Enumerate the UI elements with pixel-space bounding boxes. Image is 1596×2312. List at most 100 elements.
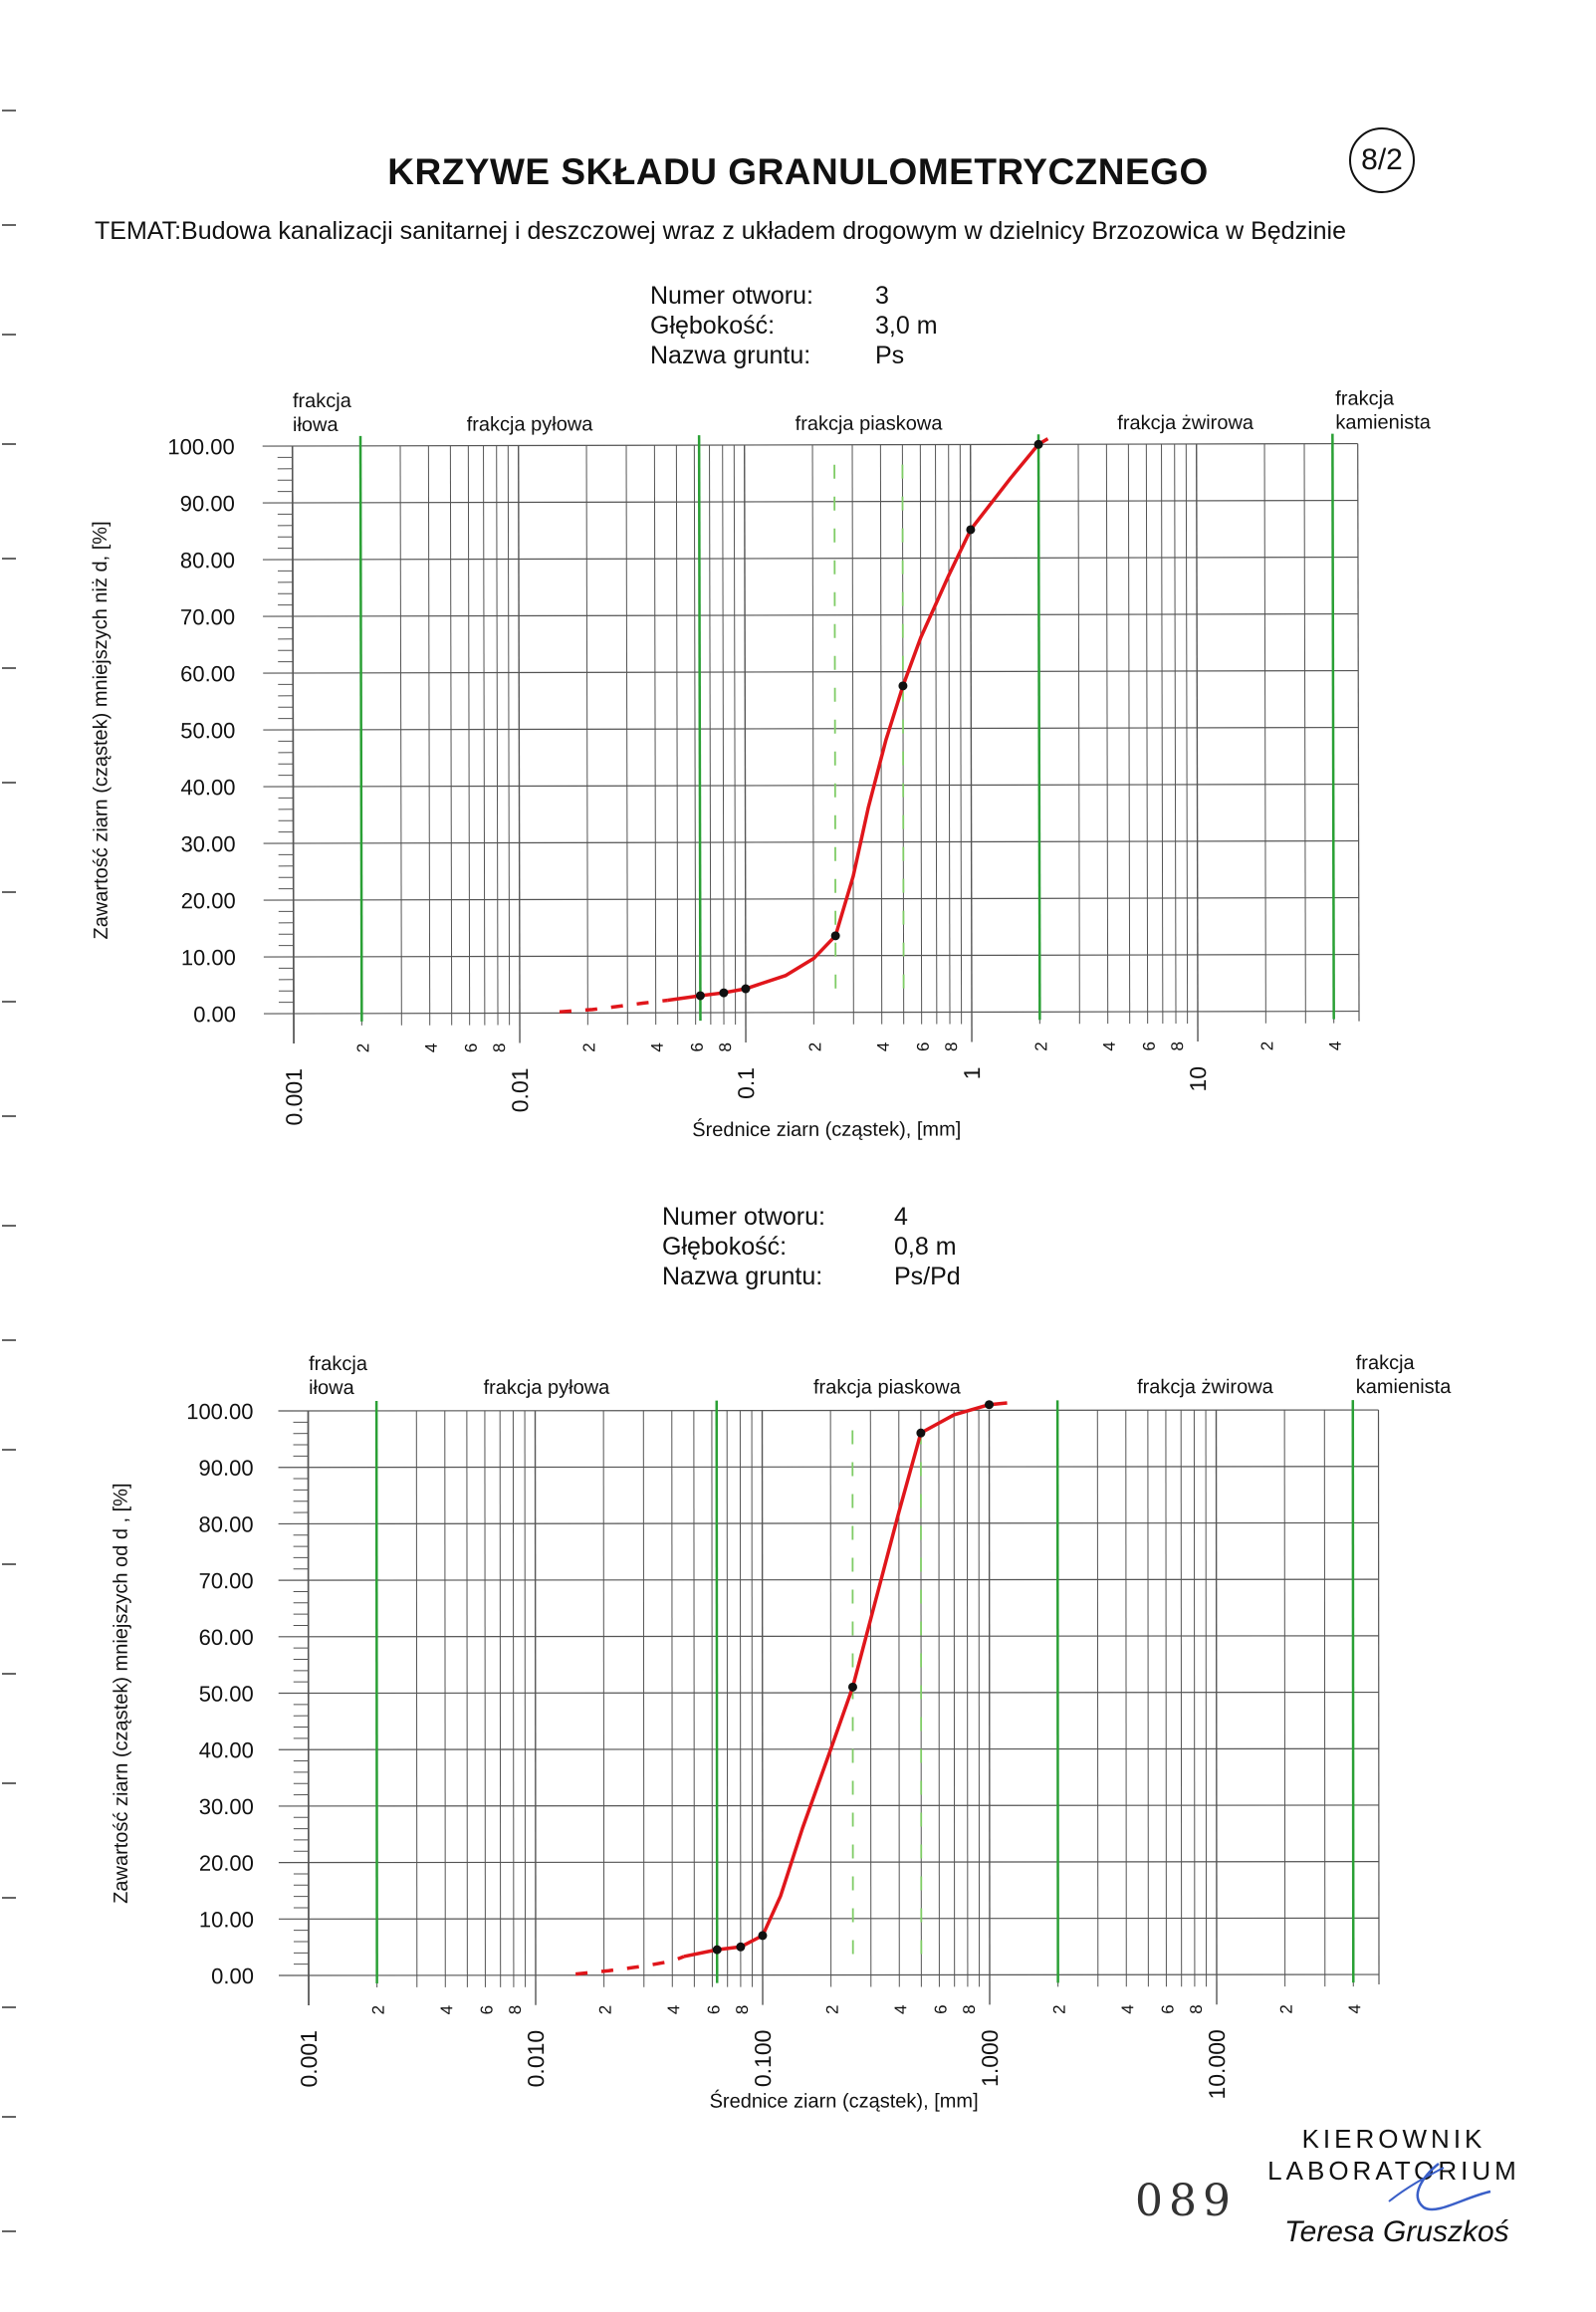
x-minor-tick-label: 4: [1345, 2004, 1364, 2013]
x-gridline: [711, 1410, 713, 1987]
y-tick-label: 70.00: [180, 604, 235, 629]
soil-value: Ps/Pd: [894, 1263, 961, 1290]
chart-body: 0.0010.0020.0030.0040.0050.0060.0070.008…: [90, 387, 1432, 1141]
x-gridline: [898, 1410, 900, 1987]
x-major-tick-label: 0.01: [507, 1067, 533, 1112]
x-gridline: [948, 444, 951, 1025]
x-minor-tick-label: 8: [1168, 1041, 1187, 1051]
data-point: [712, 1945, 722, 1955]
x-gridline: [399, 445, 402, 1026]
x-minor-tick-label: 4: [664, 2005, 683, 2014]
y-tick-label: 10.00: [199, 1907, 254, 1932]
y-gridline: [263, 783, 1359, 788]
y-tick-label: 40.00: [180, 775, 235, 800]
x-gridline: [427, 445, 431, 1026]
x-gridline: [466, 1410, 468, 1987]
x-minor-tick-label: 8: [1187, 2004, 1206, 2013]
page-title: KRZYWE SKŁADU GRANULOMETRYCZNEGO: [387, 151, 1209, 192]
y-gridline: [278, 1804, 1379, 1807]
page-stamp-number: 089: [1135, 2176, 1237, 2226]
data-point: [736, 1942, 746, 1952]
y-tick-label: 90.00: [198, 1456, 253, 1481]
y-tick-label: 50.00: [199, 1682, 254, 1707]
x-gridline: [959, 444, 963, 1025]
y-axis-title: Zawartość ziarn (cząstek) mniejszych niż…: [90, 521, 113, 939]
x-gridline: [1105, 444, 1109, 1025]
x-gridline: [978, 1410, 981, 1987]
x-gridline: [444, 1410, 446, 1987]
y-tick-label: 30.00: [199, 1794, 254, 1819]
x-minor-tick-label: 2: [353, 1043, 372, 1053]
y-gridline: [278, 1578, 1379, 1581]
x-gridline: [625, 445, 628, 1026]
x-gridline: [449, 445, 453, 1026]
y-tick-label: 0.00: [193, 1002, 236, 1027]
x-major-tick-label: 10: [1185, 1066, 1211, 1092]
x-gridline: [675, 445, 679, 1026]
x-gridline: [733, 444, 737, 1025]
signature-mark: [1388, 2163, 1491, 2211]
x-major-gridline: [988, 1410, 991, 2005]
x-gridline: [653, 445, 657, 1026]
x-gridline: [1161, 444, 1164, 1025]
x-minor-tick-label: 4: [874, 1042, 893, 1052]
y-gridline: [262, 499, 1358, 504]
x-axis-title: Średnice ziarn (cząstek), [mm]: [710, 2088, 979, 2112]
depth-value: 0,8 m: [894, 1233, 957, 1261]
soil-label: Nazwa gruntu:: [650, 342, 811, 369]
x-gridline: [851, 444, 854, 1025]
x-gridline: [693, 1410, 695, 1987]
y-tick-label: 40.00: [199, 1737, 254, 1762]
x-gridline: [484, 1410, 486, 1987]
x-major-gridline: [534, 1410, 537, 2005]
x-major-tick-label: 1.000: [977, 2029, 1003, 2087]
fraction-boundary-line: [1036, 434, 1041, 1021]
x-gridline: [879, 444, 883, 1025]
x-gridline: [1185, 443, 1189, 1024]
x-gridline: [919, 444, 923, 1025]
y-gridline: [262, 442, 1358, 447]
x-gridline: [602, 1410, 605, 1987]
x-gridline: [1283, 1410, 1286, 1987]
y-gridline: [278, 1861, 1379, 1864]
hole-label: Numer otworu:: [662, 1203, 825, 1231]
plot-right-edge: [1377, 1410, 1380, 1985]
x-major-gridline: [744, 444, 747, 1042]
y-gridline: [263, 839, 1359, 844]
fraction-label: frakcja żwirowa: [1137, 1376, 1274, 1398]
x-minor-tick-label: 6: [914, 1042, 933, 1052]
x-gridline: [1193, 1410, 1196, 1987]
x-minor-tick-label: 2: [596, 2005, 615, 2014]
y-gridline: [278, 1409, 1379, 1412]
x-gridline: [415, 1410, 418, 1987]
data-point: [830, 931, 840, 941]
y-gridline: [278, 1635, 1379, 1638]
fraction-label: iłowa: [293, 414, 340, 436]
y-gridline: [263, 896, 1359, 901]
y-gridline: [262, 556, 1358, 561]
x-major-tick-label: 1: [959, 1066, 985, 1079]
data-point: [966, 525, 976, 535]
fraction-label: frakcja piaskowa: [813, 1376, 962, 1398]
x-gridline: [1165, 1410, 1167, 1987]
x-minor-tick-label: 4: [1100, 1041, 1119, 1051]
y-tick-label: 20.00: [181, 888, 236, 913]
x-minor-tick-label: 6: [704, 2005, 723, 2014]
x-axis-title: Średnice ziarn (cząstek), [mm]: [692, 1116, 961, 1141]
depth-label: Głębokość:: [662, 1233, 788, 1261]
x-minor-tick-label: 2: [805, 1042, 824, 1052]
x-gridline: [829, 1410, 832, 1987]
x-gridline: [726, 1410, 729, 1987]
x-gridline: [751, 1410, 754, 1987]
y-gridline: [278, 1973, 1380, 1976]
x-major-tick-label: 0.1: [733, 1067, 759, 1099]
fraction-label: iłowa: [309, 1377, 354, 1399]
x-minor-tick-label: 4: [1118, 2004, 1137, 2013]
x-gridline: [507, 445, 511, 1026]
data-point: [741, 984, 751, 994]
x-gridline: [671, 1410, 673, 1987]
x-minor-tick-label: 8: [506, 2005, 525, 2014]
y-tick-label: 0.00: [211, 1964, 254, 1988]
x-minor-tick-label: 4: [1326, 1041, 1345, 1051]
